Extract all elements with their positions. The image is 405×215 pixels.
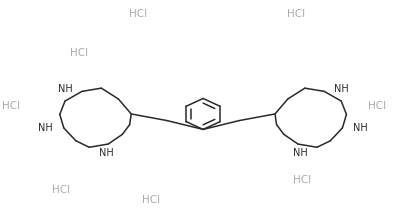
Text: HCl: HCl bbox=[2, 101, 20, 111]
Text: HCl: HCl bbox=[130, 9, 147, 19]
Text: NH: NH bbox=[293, 148, 307, 158]
Text: NH: NH bbox=[38, 123, 53, 133]
Text: HCl: HCl bbox=[287, 9, 305, 19]
Text: HCl: HCl bbox=[70, 48, 88, 58]
Text: NH: NH bbox=[99, 148, 113, 158]
Text: NH: NH bbox=[58, 84, 72, 94]
Text: NH: NH bbox=[353, 123, 368, 133]
Text: HCl: HCl bbox=[368, 101, 386, 111]
Text: NH: NH bbox=[334, 84, 349, 94]
Text: HCl: HCl bbox=[142, 195, 160, 204]
Text: HCl: HCl bbox=[293, 175, 311, 184]
Text: HCl: HCl bbox=[52, 185, 70, 195]
